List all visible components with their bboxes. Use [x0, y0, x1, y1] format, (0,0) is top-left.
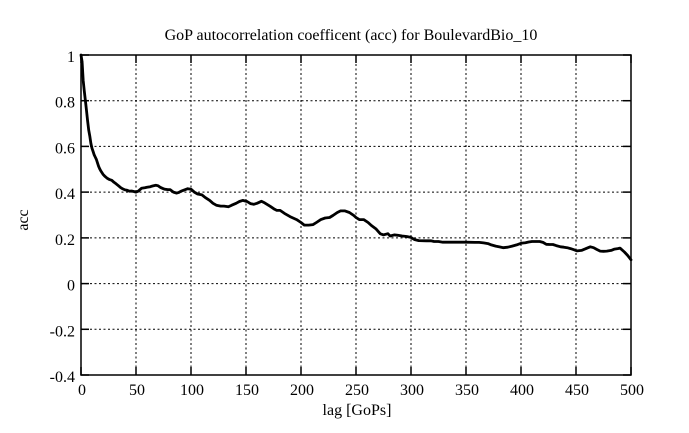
svg-text:0.6: 0.6: [55, 140, 75, 157]
svg-text:-0.2: -0.2: [50, 323, 75, 340]
svg-text:350: 350: [455, 382, 479, 399]
svg-text:450: 450: [565, 382, 589, 399]
svg-text:250: 250: [345, 382, 369, 399]
svg-text:1: 1: [67, 49, 75, 66]
svg-text:0: 0: [78, 382, 86, 399]
svg-text:100: 100: [180, 382, 204, 399]
svg-text:0: 0: [67, 278, 75, 295]
svg-text:400: 400: [510, 382, 534, 399]
svg-text:0.8: 0.8: [55, 95, 75, 112]
svg-text:lag [GoPs]: lag [GoPs]: [323, 402, 392, 419]
svg-text:500: 500: [620, 382, 644, 399]
svg-text:150: 150: [235, 382, 259, 399]
svg-text:-0.4: -0.4: [50, 369, 75, 386]
svg-text:GoP autocorrelation coefficent: GoP autocorrelation coefficent (acc) for…: [165, 27, 538, 44]
svg-text:200: 200: [290, 382, 314, 399]
svg-text:0.4: 0.4: [55, 186, 75, 203]
svg-text:acc: acc: [15, 209, 32, 230]
svg-text:50: 50: [129, 382, 145, 399]
svg-text:300: 300: [400, 382, 424, 399]
svg-text:0.2: 0.2: [55, 232, 75, 249]
